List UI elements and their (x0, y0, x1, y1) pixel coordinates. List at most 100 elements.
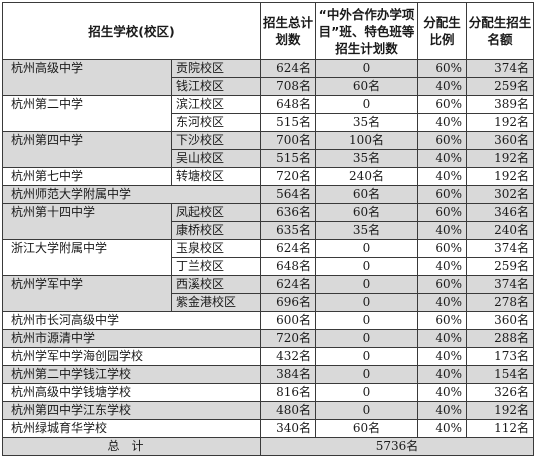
special-plan: 0 (315, 95, 418, 114)
ratio: 60% (417, 275, 467, 294)
table-row: 杭州第四中学 下沙校区 700名 100名 60% 360名 (2, 131, 534, 168)
campus-name: 贡院校区 (171, 59, 261, 78)
campus-name: 钱江校区 (171, 77, 261, 96)
special-plan: 60名 (315, 185, 418, 204)
total-plan: 340名 (260, 419, 316, 438)
total-plan: 432名 (260, 347, 316, 366)
header-special-plan: “中外合作办学项目”班、特色班等招生计划数 (315, 2, 418, 60)
ratio: 40% (417, 401, 467, 420)
school-name: 杭州第四中学江东学校 (2, 401, 261, 420)
table-row: 杭州市长河高级中学 600名 0 60% 360名 (2, 311, 534, 330)
campus-name: 滨江校区 (171, 95, 261, 114)
enrollment-table: 招生学校(校区) 招生总计划数 “中外合作办学项目”班、特色班等招生计划数 分配… (2, 2, 534, 456)
special-plan: 60名 (315, 203, 418, 222)
special-plan: 240名 (315, 167, 418, 186)
special-plan: 100名 (315, 131, 418, 150)
total-plan: 708名 (260, 77, 316, 96)
ratio: 60% (417, 95, 467, 114)
school-name: 杭州第四中学 (2, 131, 172, 168)
school-name: 杭州第十四中学 (2, 203, 172, 240)
total-plan: 648名 (260, 257, 316, 276)
special-plan: 0 (315, 275, 418, 294)
ratio: 40% (417, 365, 467, 384)
campus-name: 玉泉校区 (171, 239, 261, 258)
quota: 360名 (466, 311, 534, 330)
quota: 192名 (466, 113, 534, 132)
total-plan: 564名 (260, 185, 316, 204)
school-name: 杭州市源清中学 (2, 329, 261, 348)
ratio: 40% (417, 329, 467, 348)
special-plan: 60名 (315, 77, 418, 96)
total-plan: 636名 (260, 203, 316, 222)
ratio: 40% (417, 419, 467, 438)
ratio: 60% (417, 59, 467, 78)
special-plan: 35名 (315, 149, 418, 168)
quota: 240名 (466, 221, 534, 240)
ratio: 60% (417, 203, 467, 222)
campus-name: 吴山校区 (171, 149, 261, 168)
table-row: 杭州高级中学 贡院校区 624名 0 60% 374名 (2, 59, 534, 96)
total-plan: 816名 (260, 383, 316, 402)
special-plan: 0 (315, 293, 418, 312)
campus-name: 康桥校区 (171, 221, 261, 240)
school-name: 杭州第二中学 (2, 95, 172, 132)
quota: 259名 (466, 77, 534, 96)
table-row: 杭州第十四中学 凤起校区 636名 60名 60% 346名 (2, 203, 534, 240)
quota: 346名 (466, 203, 534, 222)
total-plan: 515名 (260, 149, 316, 168)
school-name: 杭州第七中学 (2, 167, 172, 186)
total-plan: 480名 (260, 401, 316, 420)
quota: 374名 (466, 239, 534, 258)
quota: 192名 (466, 149, 534, 168)
table-row: 杭州第四中学江东学校 480名 0 40% 192名 (2, 401, 534, 420)
quota: 154名 (466, 365, 534, 384)
table-row: 杭州师范大学附属中学 564名 60名 60% 302名 (2, 185, 534, 204)
ratio: 40% (417, 149, 467, 168)
special-plan: 0 (315, 239, 418, 258)
school-name: 杭州第二中学钱江学校 (2, 365, 261, 384)
header-ratio: 分配生比例 (417, 2, 467, 60)
table-row: 杭州高级中学钱塘学校 816名 0 40% 326名 (2, 383, 534, 402)
header-quota: 分配生招生名额 (466, 2, 534, 60)
table-row: 杭州第二中学钱江学校 384名 0 40% 154名 (2, 365, 534, 384)
table-row: 杭州绿城育华学校 340名 60名 40% 112名 (2, 419, 534, 438)
header-row: 招生学校(校区) 招生总计划数 “中外合作办学项目”班、特色班等招生计划数 分配… (2, 2, 534, 60)
table-row: 康桥校区 635名 35名 40% 240名 (3, 221, 534, 240)
special-plan: 35名 (315, 113, 418, 132)
ratio: 40% (417, 221, 467, 240)
special-plan: 0 (315, 257, 418, 276)
special-plan: 0 (315, 401, 418, 420)
school-name: 杭州高级中学 (2, 59, 172, 96)
total-plan: 600名 (260, 311, 316, 330)
school-name: 浙江大学附属中学 (2, 239, 172, 276)
school-name: 杭州师范大学附属中学 (2, 185, 261, 204)
quota: 326名 (466, 383, 534, 402)
school-name: 杭州绿城育华学校 (2, 419, 261, 438)
ratio: 40% (417, 257, 467, 276)
total-plan: 635名 (260, 221, 316, 240)
special-plan: 0 (315, 365, 418, 384)
school-name: 杭州学军中学 (2, 275, 172, 312)
campus-name: 转塘校区 (171, 167, 261, 186)
table-row: 杭州学军中学海创园学校 432名 0 40% 173名 (2, 347, 534, 366)
total-plan: 624名 (260, 59, 316, 78)
total-plan: 700名 (260, 131, 316, 150)
table-row: 杭州市源清中学 720名 0 40% 288名 (2, 329, 534, 348)
total-plan: 720名 (260, 329, 316, 348)
campus-name: 下沙校区 (171, 131, 261, 150)
school-name: 杭州市长河高级中学 (2, 311, 261, 330)
quota: 360名 (466, 131, 534, 150)
total-row: 总计 5736名 (2, 437, 534, 456)
quota: 374名 (466, 59, 534, 78)
total-plan: 624名 (260, 239, 316, 258)
total-plan: 696名 (260, 293, 316, 312)
table-row: 杭州第七中学 转塘校区 720名 240名 40% 192名 (2, 167, 534, 186)
total-plan: 720名 (260, 167, 316, 186)
campus-name: 西溪校区 (171, 275, 261, 294)
school-name: 杭州学军中学海创园学校 (2, 347, 261, 366)
special-plan: 0 (315, 347, 418, 366)
special-plan: 0 (315, 59, 418, 78)
total-plan: 648名 (260, 95, 316, 114)
ratio: 40% (417, 293, 467, 312)
total-plan: 384名 (260, 365, 316, 384)
